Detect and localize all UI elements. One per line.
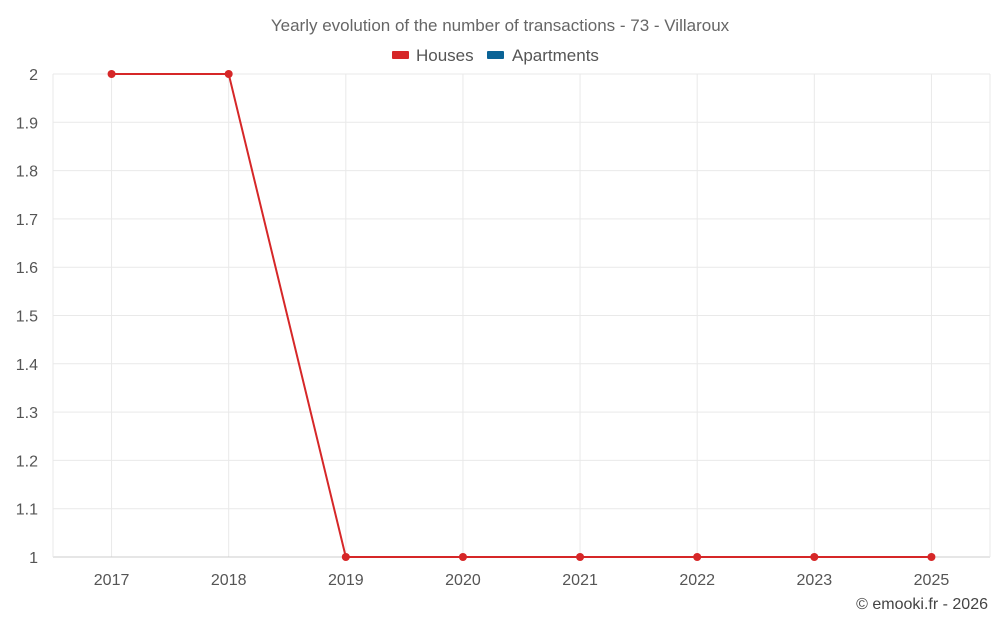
y-tick-label: 1.5 [16,309,38,326]
x-tick-label: 2025 [914,572,950,589]
y-tick-label: 1.3 [16,405,38,422]
y-tick-label: 1.8 [16,164,38,181]
y-tick-label: 1.9 [16,115,38,132]
x-tick-label: 2022 [679,572,715,589]
data-point-houses-2020[interactable] [458,553,467,561]
data-point-houses-2017[interactable] [107,70,116,78]
x-tick-label: 2021 [562,572,598,589]
legend-swatch-houses [392,51,409,59]
y-tick-label: 2 [29,67,38,84]
x-axis-ticks: 2017 2018 2019 2020 2021 2022 2023 2025 [94,572,950,589]
data-point-houses-2021[interactable] [576,553,585,561]
y-tick-label: 1 [29,550,38,567]
y-tick-label: 1.1 [16,502,38,519]
data-point-houses-2022[interactable] [693,553,702,561]
legend-label-apartments: Apartments [512,46,599,65]
series-line-houses [111,73,932,558]
y-tick-label: 1.6 [16,260,38,277]
y-tick-label: 1.4 [16,357,38,374]
data-point-houses-2025[interactable] [927,553,936,561]
x-tick-label: 2019 [328,572,364,589]
data-point-houses-2019[interactable] [341,553,350,561]
legend-item-apartments[interactable]: Apartments [487,46,599,65]
legend-item-houses[interactable]: Houses [392,46,474,65]
legend-label-houses: Houses [416,46,474,65]
gridlines [52,73,991,558]
y-tick-label: 1.2 [16,453,38,470]
x-tick-label: 2017 [94,572,130,589]
legend-swatch-apartments [487,51,504,59]
x-tick-label: 2018 [211,572,247,589]
legend: Houses Apartments [392,46,599,65]
data-point-houses-2018[interactable] [224,70,233,78]
x-tick-label: 2020 [445,572,481,589]
x-tick-label: 2023 [797,572,833,589]
series-layer [107,70,936,561]
y-tick-label: 1.7 [16,212,38,229]
y-axis-ticks: 1 1.1 1.2 1.3 1.4 1.5 1.6 1.7 1.8 1.9 2 [16,67,38,567]
data-point-houses-2023[interactable] [810,553,819,561]
chart-title: Yearly evolution of the number of transa… [271,16,730,35]
credit-text: © emooki.fr - 2026 [856,596,988,613]
